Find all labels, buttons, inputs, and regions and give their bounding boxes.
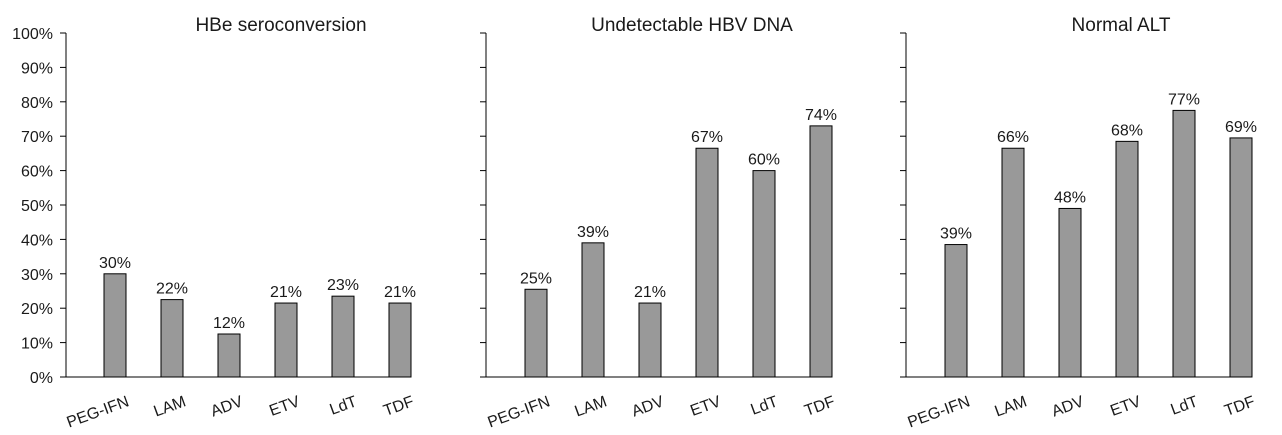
bar-peg-ifn — [944, 244, 968, 378]
bar-adv — [217, 333, 241, 378]
x-category-label: ETV — [1108, 393, 1143, 420]
chart-title: Undetectable HBV DNA — [591, 15, 793, 36]
bar-ldt — [752, 170, 776, 378]
bar-lam — [1001, 147, 1025, 378]
y-tick-label: 100% — [12, 26, 53, 43]
bar-lam — [160, 299, 184, 378]
x-category-label: LAM — [993, 393, 1030, 420]
bar-tdf — [388, 302, 412, 378]
y-tick-label: 0% — [30, 370, 53, 387]
x-category-label: ADV — [630, 393, 667, 420]
chart-panel-2: Undetectable HBV DNA 25% PEG-IFN 39% LAM 21% A… — [480, 15, 837, 431]
y-tick-label: 80% — [21, 95, 53, 112]
bar-tdf — [1229, 137, 1253, 378]
x-category-label: ADV — [209, 393, 246, 420]
y-tick-label: 70% — [21, 129, 53, 146]
chart-panel-1: HBe seroconversion 0% 10% 20% 30% 40% 50% 60% 70… — [12, 15, 416, 431]
data-label: 48% — [1054, 189, 1086, 206]
bar-peg-ifn — [103, 273, 127, 378]
x-category-label: TDF — [802, 393, 837, 420]
y-tick-label: 50% — [21, 198, 53, 215]
x-category-label: LAM — [573, 393, 610, 420]
data-label: 66% — [997, 129, 1029, 146]
x-category-label: LdT — [749, 393, 781, 418]
data-label: 74% — [805, 107, 837, 124]
chart-title: HBe seroconversion — [195, 15, 366, 36]
data-label: 25% — [520, 270, 552, 287]
x-category-label: ETV — [688, 393, 723, 420]
y-tick-label: 30% — [21, 267, 53, 284]
bar-tdf — [809, 125, 833, 378]
y-tick-label: 90% — [21, 60, 53, 77]
bar-adv — [1058, 207, 1082, 378]
data-label: 39% — [577, 224, 609, 241]
x-category-label: PEG-IFN — [65, 393, 132, 431]
data-label: 60% — [748, 152, 780, 169]
data-label: 67% — [691, 129, 723, 146]
data-label: 21% — [384, 284, 416, 301]
bar-ldt — [331, 295, 355, 378]
x-category-label: TDF — [381, 393, 416, 420]
y-tick-label: 60% — [21, 164, 53, 181]
data-label: 12% — [213, 315, 245, 332]
bar-ldt — [1172, 109, 1196, 378]
bar-etv — [274, 302, 298, 378]
bar-etv — [695, 147, 719, 378]
x-category-label: LAM — [152, 393, 189, 420]
x-category-label: ETV — [267, 393, 302, 420]
data-label: 21% — [270, 284, 302, 301]
chart-panel-3: Normal ALT 39% PEG-IFN 66% LAM 48% ADV 68% ETV 77… — [900, 15, 1257, 431]
y-tick-label: 10% — [21, 336, 53, 353]
y-tick-label: 40% — [21, 232, 53, 249]
x-category-label: LdT — [328, 393, 360, 418]
data-label: 39% — [940, 226, 972, 243]
y-tick-label: 20% — [21, 301, 53, 318]
data-label: 22% — [156, 281, 188, 298]
data-label: 30% — [99, 255, 131, 272]
bar-lam — [581, 242, 605, 378]
data-label: 68% — [1111, 122, 1143, 139]
bar-adv — [638, 302, 662, 378]
x-category-label: PEG-IFN — [486, 393, 553, 431]
x-category-label: LdT — [1169, 393, 1201, 418]
chart-title: Normal ALT — [1072, 15, 1171, 36]
data-label: 77% — [1168, 91, 1200, 108]
bar-etv — [1115, 140, 1139, 378]
bar-peg-ifn — [524, 288, 548, 378]
data-label: 69% — [1225, 119, 1257, 136]
x-category-label: PEG-IFN — [906, 393, 973, 431]
data-label: 21% — [634, 284, 666, 301]
x-category-label: ADV — [1050, 393, 1087, 420]
x-category-label: TDF — [1222, 393, 1257, 420]
data-label: 23% — [327, 277, 359, 294]
